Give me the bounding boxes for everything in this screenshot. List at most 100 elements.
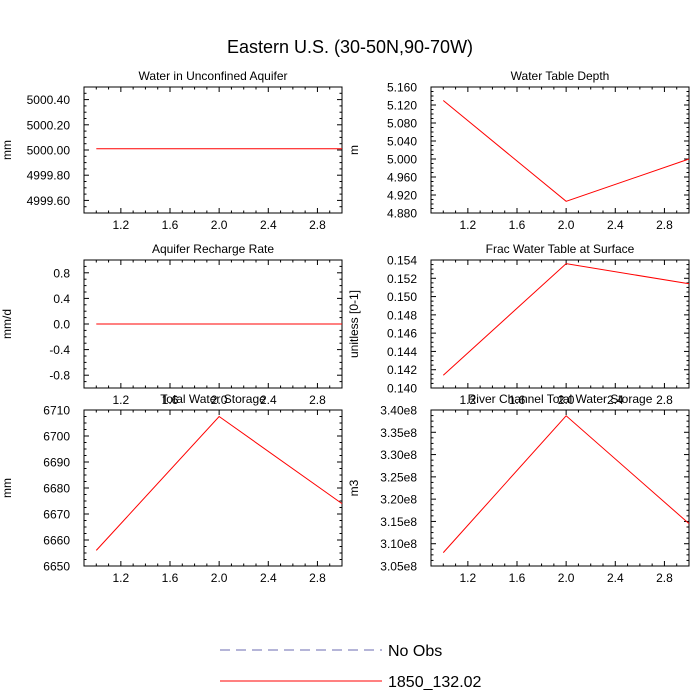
y-tick-label: 5000.40 (27, 93, 71, 107)
chart-panel-0: Water in Unconfined Aquifer mm 1.2 1.6 2.0 2.… (0, 69, 343, 232)
chart-title: River Channel Total Water Storage (468, 392, 653, 406)
y-tick-label: 6700 (43, 430, 70, 444)
y-tick-label: 0.152 (387, 272, 417, 286)
x-tick-label: 2.8 (309, 218, 326, 232)
y-tick-label: 5.000 (387, 153, 417, 167)
series-line (442, 415, 690, 553)
y-tick-label: 4999.80 (27, 169, 71, 183)
plot-frame (430, 409, 690, 567)
y-tick-label: 3.10e8 (380, 537, 417, 551)
plot-frame (430, 259, 690, 389)
x-tick-label: 2.4 (260, 393, 277, 407)
x-tick-label: 2.8 (309, 571, 326, 585)
x-tick-label: 2.4 (607, 218, 624, 232)
y-tick-label: 4.880 (387, 207, 417, 221)
x-tick-label: 1.2 (113, 571, 130, 585)
plot-frame (430, 86, 690, 214)
chart-panel-5: River Channel Total Water Storage m3 1.2 1.… (347, 392, 690, 585)
x-tick-label: 2.0 (558, 218, 575, 232)
y-tick-label: 5.120 (387, 99, 417, 113)
legend: No Obs 1850_132.02 (220, 643, 482, 691)
x-tick-label: 2.4 (260, 218, 277, 232)
y-tick-label: 6650 (43, 560, 70, 574)
y-axis-label: m3 (347, 479, 361, 496)
y-tick-label: 0.154 (387, 254, 417, 268)
plot-frame (83, 409, 343, 567)
x-tick-label: 2.4 (607, 571, 624, 585)
y-tick-label: 6710 (43, 404, 70, 418)
y-tick-label: 6660 (43, 534, 70, 548)
figure-title: Eastern U.S. (30-50N,90-70W) (227, 37, 473, 57)
y-tick-label: 0.148 (387, 308, 417, 322)
y-axis-label: mm (0, 478, 14, 498)
y-tick-label: 3.40e8 (380, 404, 417, 418)
x-tick-label: 1.6 (162, 571, 179, 585)
y-tick-label: 4999.60 (27, 194, 71, 208)
plot-frame (83, 86, 343, 214)
y-axis-label: mm (0, 140, 14, 160)
x-tick-label: 1.6 (509, 218, 526, 232)
x-tick-label: 1.2 (113, 218, 130, 232)
x-tick-label: 1.6 (509, 571, 526, 585)
chart-title: Water in Unconfined Aquifer (139, 69, 288, 83)
y-tick-label: 4.920 (387, 189, 417, 203)
y-tick-label: 6690 (43, 456, 70, 470)
x-tick-label: 2.0 (558, 393, 575, 407)
y-tick-label: 0.144 (387, 345, 417, 359)
x-tick-label: 1.2 (460, 571, 477, 585)
y-tick-label: 0.140 (387, 382, 417, 396)
series-line (95, 415, 343, 551)
y-tick-label: 3.35e8 (380, 426, 417, 440)
chart-title: Water Table Depth (511, 69, 610, 83)
y-tick-label: 3.25e8 (380, 470, 417, 484)
x-tick-label: 1.2 (460, 393, 477, 407)
y-tick-label: 5.040 (387, 135, 417, 149)
x-tick-label: 1.6 (509, 393, 526, 407)
chart-title: Total Water Storage (160, 392, 266, 406)
y-tick-label: -0.8 (49, 369, 70, 383)
legend-label-1850: 1850_132.02 (388, 674, 482, 691)
x-tick-label: 2.8 (656, 571, 673, 585)
chart-panel-3: Frac Water Table at Surface unitless [0-1… (347, 242, 690, 407)
y-tick-label: 3.30e8 (380, 448, 417, 462)
y-tick-label: 3.20e8 (380, 493, 417, 507)
chart-panel-4: Total Water Storage mm 1.2 1.6 2.0 2.4 2.8 6650… (0, 392, 343, 585)
x-tick-label: 2.0 (211, 571, 228, 585)
y-tick-label: 5.080 (387, 117, 417, 131)
panels: Water in Unconfined Aquifer mm 1.2 1.6 2.0 2.… (0, 69, 690, 585)
x-tick-label: 2.8 (656, 218, 673, 232)
y-tick-label: 0.0 (53, 318, 70, 332)
y-tick-label: 3.15e8 (380, 515, 417, 529)
series-line (442, 263, 690, 376)
y-axis-label: unitless [0-1] (347, 290, 361, 358)
y-axis-label: mm/d (0, 309, 14, 339)
y-tick-label: 5.160 (387, 81, 417, 95)
x-tick-label: 2.8 (309, 393, 326, 407)
y-tick-label: 4.960 (387, 171, 417, 185)
x-tick-label: 2.8 (656, 393, 673, 407)
x-tick-label: 2.4 (607, 393, 624, 407)
y-tick-label: 0.8 (53, 266, 70, 280)
x-tick-label: 2.0 (558, 571, 575, 585)
x-tick-label: 1.6 (162, 393, 179, 407)
x-tick-label: 1.2 (460, 218, 477, 232)
chart-title: Frac Water Table at Surface (486, 242, 635, 256)
series-line (442, 100, 690, 202)
legend-label-no-obs: No Obs (388, 643, 442, 660)
y-tick-label: 5000.20 (27, 118, 71, 132)
y-tick-label: -0.4 (49, 343, 70, 357)
x-tick-label: 2.4 (260, 571, 277, 585)
chart-panel-2: Aquifer Recharge Rate mm/d 1.2 1.6 2.0 2.4 2.8… (0, 242, 343, 407)
y-tick-label: 5000.00 (27, 144, 71, 158)
y-tick-label: 6680 (43, 482, 70, 496)
y-tick-label: 6670 (43, 508, 70, 522)
y-tick-label: 0.4 (53, 292, 70, 306)
x-tick-label: 1.6 (162, 218, 179, 232)
x-tick-label: 1.2 (113, 393, 130, 407)
y-tick-label: 0.150 (387, 290, 417, 304)
chart-panel-1: Water Table Depth m 1.2 1.6 2.0 2.4 2.8 4.880 4.… (347, 69, 690, 232)
chart-title: Aquifer Recharge Rate (152, 242, 274, 256)
y-axis-label: m (347, 145, 361, 155)
x-tick-label: 2.0 (211, 218, 228, 232)
